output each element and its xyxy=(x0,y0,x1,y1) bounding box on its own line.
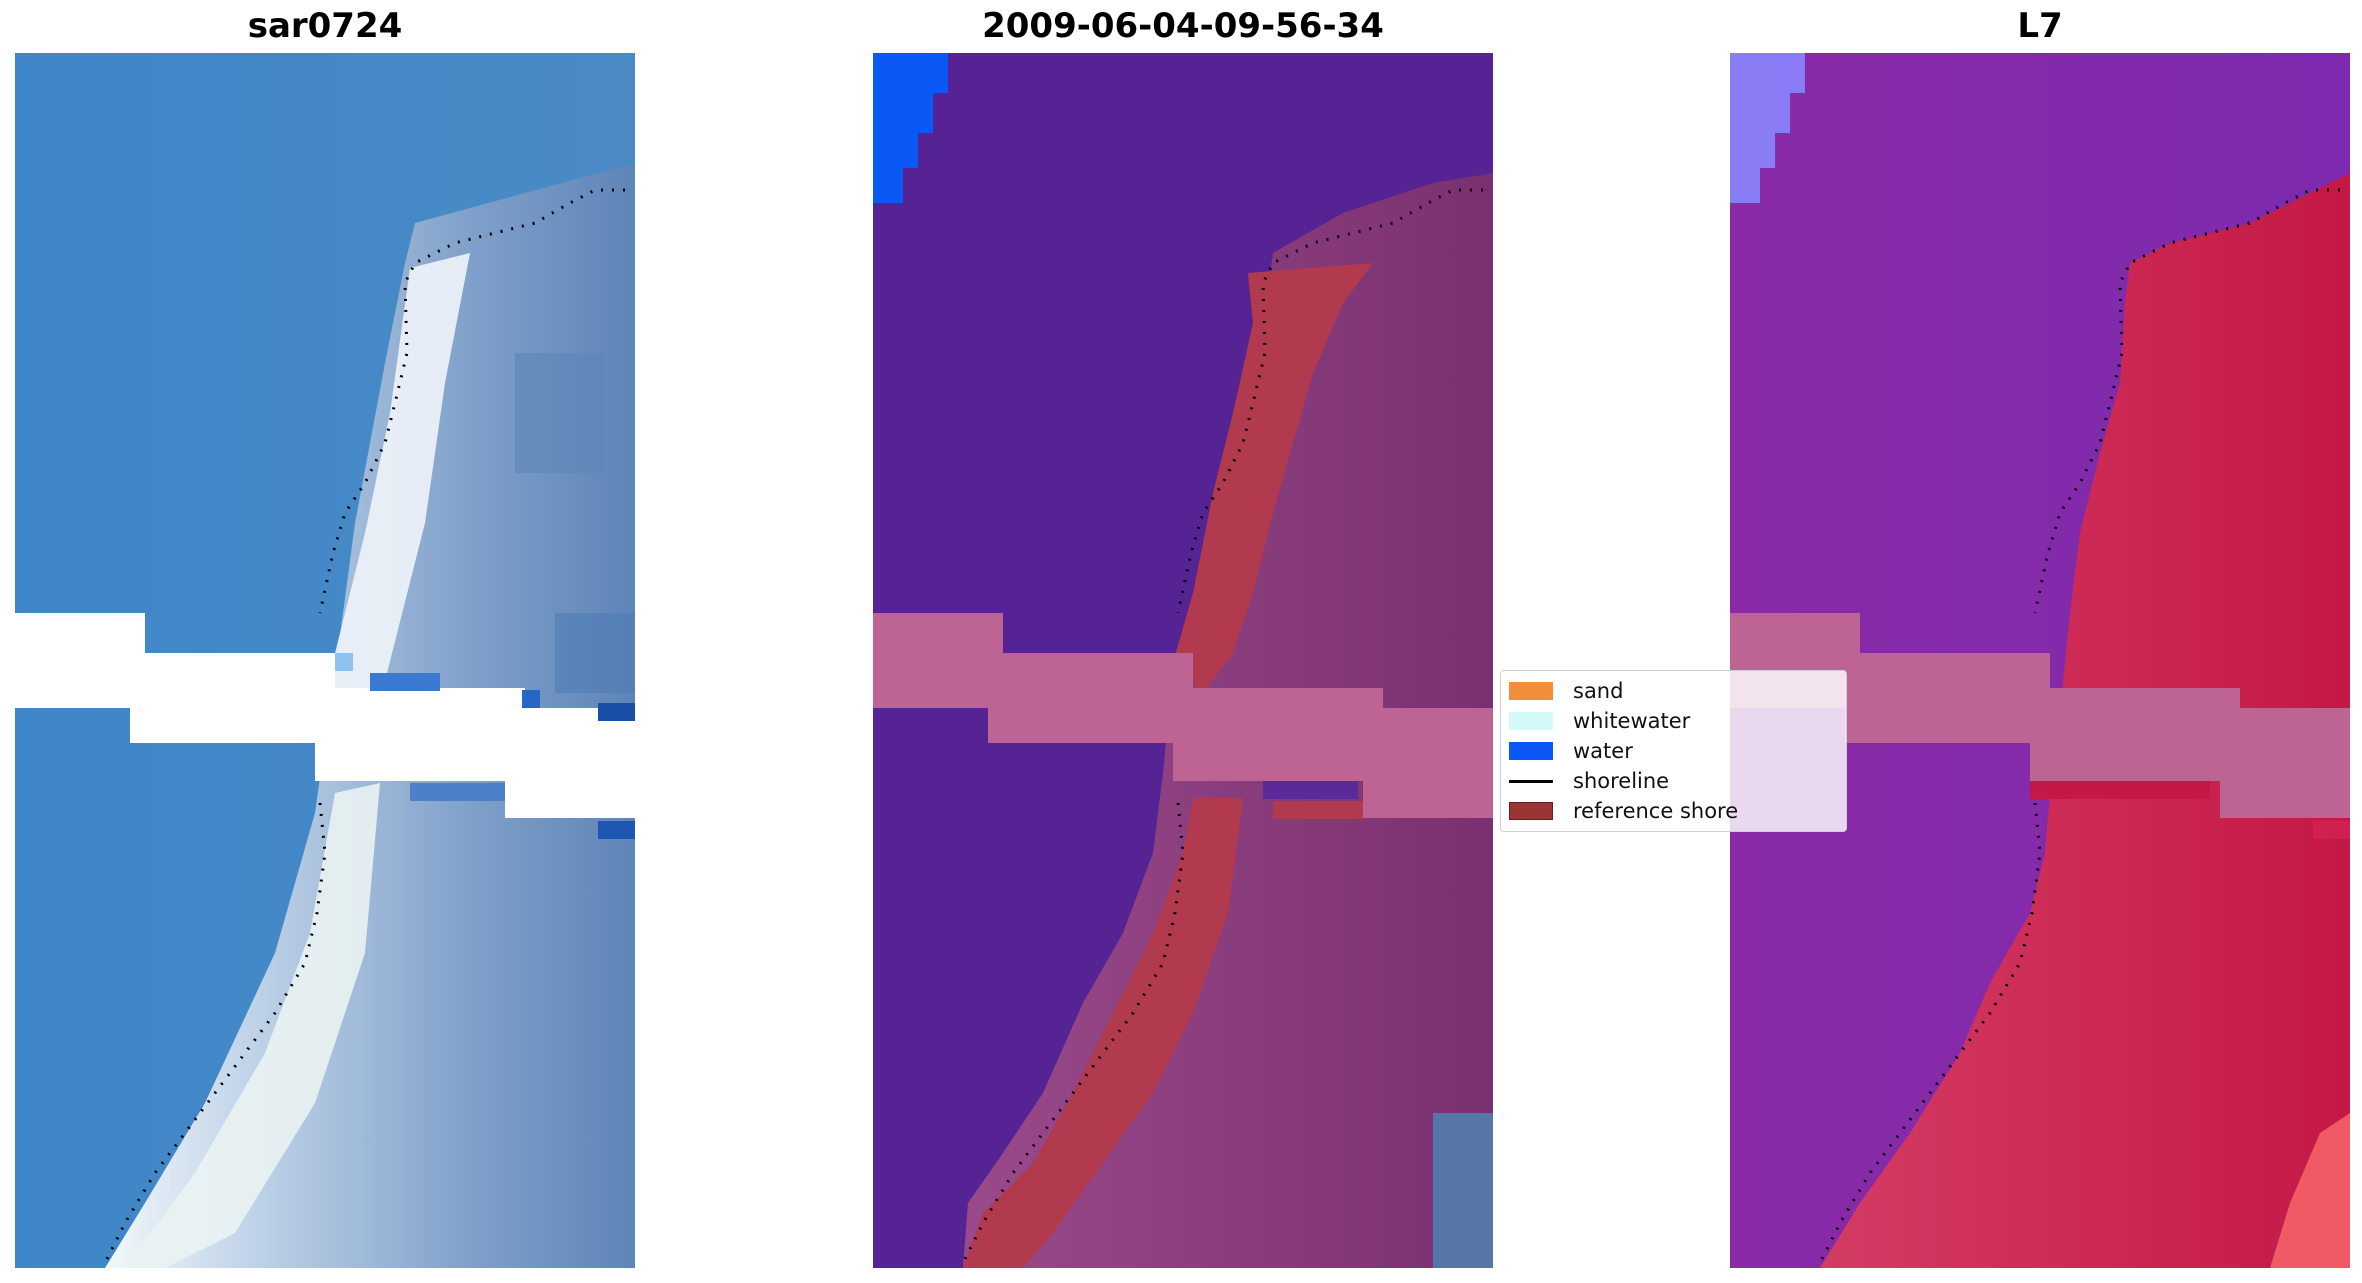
legend-label-water: water xyxy=(1573,739,1633,763)
l7-image-panel xyxy=(1730,53,2350,1268)
legend-item-sand: sand xyxy=(1509,678,1623,704)
legend: sand whitewater water shoreline referenc… xyxy=(1500,670,1847,832)
legend-item-shoreline: shoreline xyxy=(1509,768,1669,794)
rgb-image-panel xyxy=(15,53,635,1268)
panel-title-rgb: sar0724 xyxy=(247,6,403,46)
legend-item-reference-shore: reference shore xyxy=(1509,798,1738,824)
rgb-image xyxy=(15,53,635,1268)
legend-label-whitewater: whitewater xyxy=(1573,709,1691,733)
water-swatch xyxy=(1509,742,1553,760)
legend-label-reference-shore: reference shore xyxy=(1573,799,1739,823)
reference-shore-swatch xyxy=(1509,802,1553,820)
whitewater-swatch xyxy=(1509,712,1553,730)
legend-label-sand: sand xyxy=(1573,679,1624,703)
classification-panel xyxy=(873,53,1493,1268)
l7-image xyxy=(1730,53,2350,1268)
legend-item-water: water xyxy=(1509,738,1633,764)
panel-title-classification: 2009-06-04-09-56-34 xyxy=(982,6,1384,46)
shoreline-line-swatch xyxy=(1509,779,1553,783)
sand-swatch xyxy=(1509,682,1553,700)
legend-item-whitewater: whitewater xyxy=(1509,708,1690,734)
panel-title-l7: L7 xyxy=(2017,6,2063,46)
classification-image xyxy=(873,53,1493,1268)
legend-label-shoreline: shoreline xyxy=(1573,769,1670,793)
